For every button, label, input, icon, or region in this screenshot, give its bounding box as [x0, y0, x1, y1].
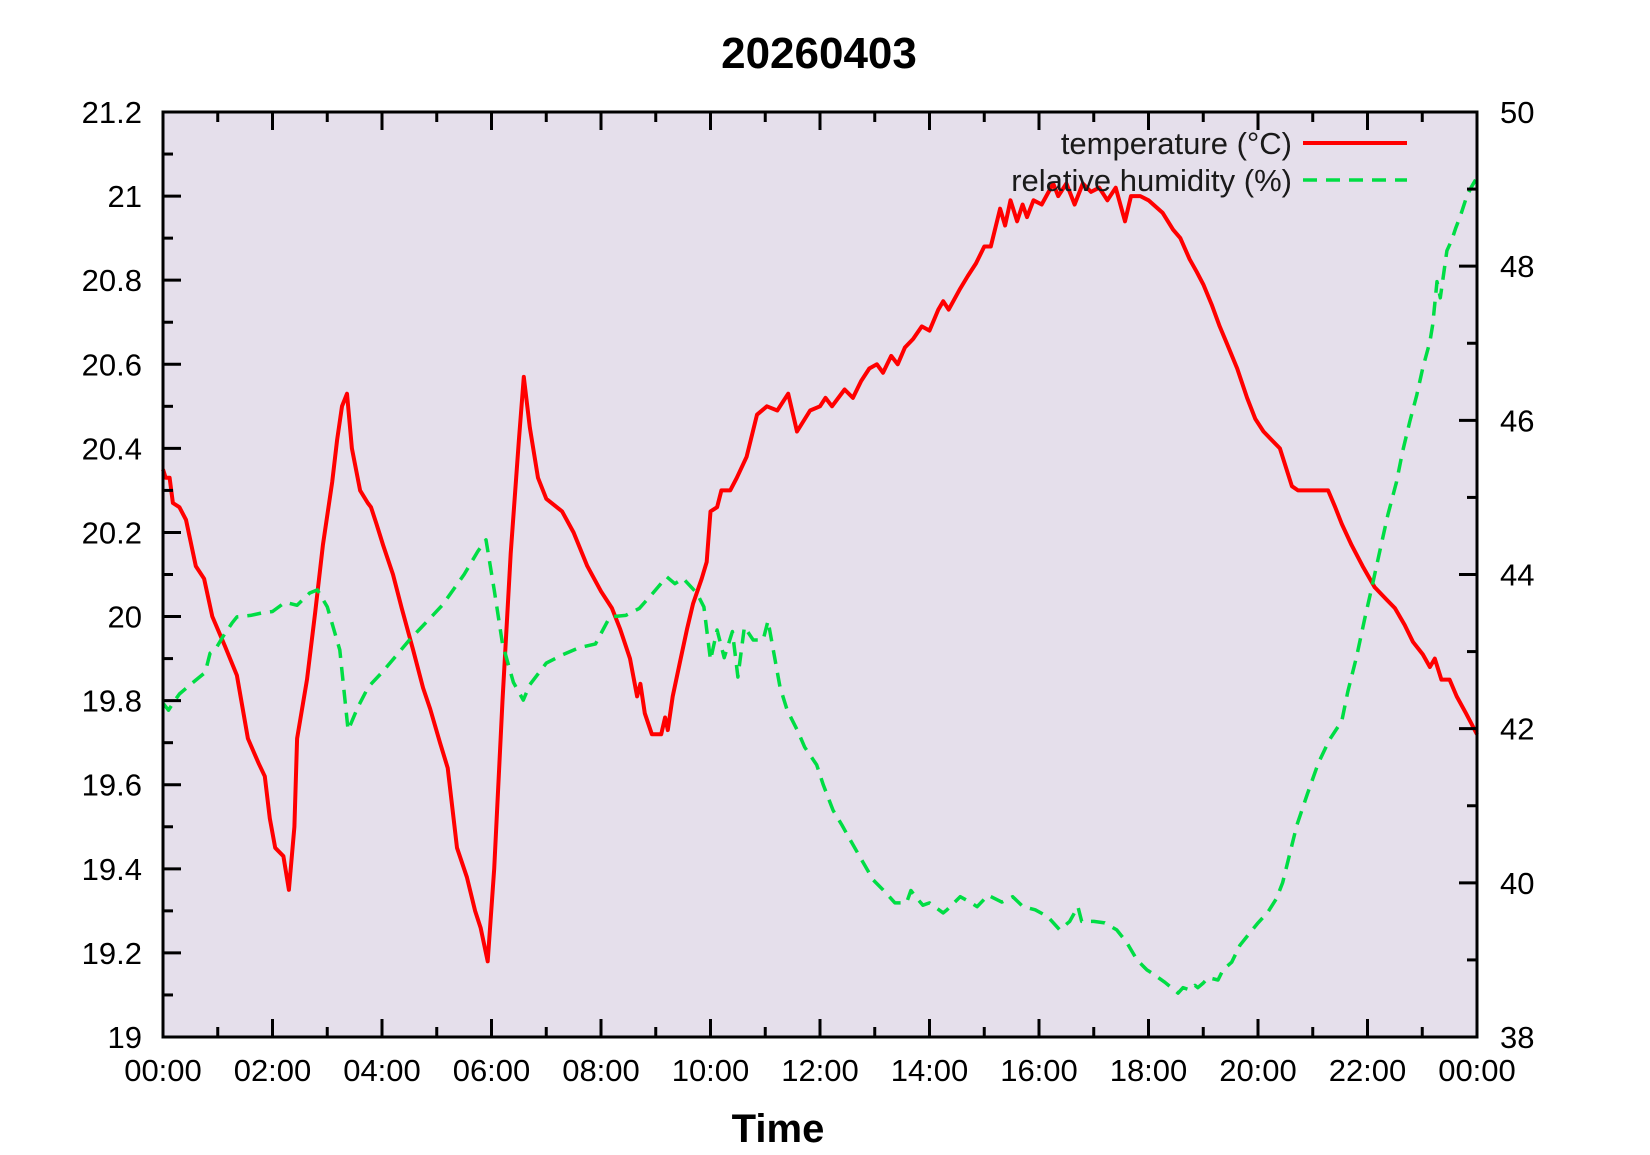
y-right-tick-label: 42 — [1500, 712, 1534, 747]
temperature-line — [161, 181, 1479, 964]
y-left-tick-label: 19.6 — [82, 768, 142, 803]
y-left-tick-label: 21 — [108, 179, 142, 214]
y-left-tick-label: 20.6 — [82, 347, 142, 382]
x-tick-label: 00:00 — [124, 1053, 202, 1088]
y-right-tick-label: 50 — [1500, 95, 1534, 130]
x-tick-label: 00:00 — [1438, 1053, 1516, 1088]
x-tick-label: 12:00 — [781, 1053, 859, 1088]
y-left-tick-label: 19 — [108, 1020, 142, 1055]
y-right-tick-label: 48 — [1500, 249, 1534, 284]
y-right-tick-label: 44 — [1500, 558, 1534, 593]
y-right-tick-label: 38 — [1500, 1020, 1534, 1055]
y-left-tick-label: 20.8 — [82, 263, 142, 298]
x-tick-label: 04:00 — [343, 1053, 421, 1088]
x-axis-title: Time — [732, 1107, 825, 1151]
legend-samples — [1303, 141, 1407, 182]
x-tick-label: 18:00 — [1110, 1053, 1188, 1088]
tick-labels-layer: 00:00 02:00 04:00 06:00 08:00 10:00 12:00 14:00… — [82, 95, 1535, 1088]
x-tick-label: 16:00 — [1000, 1053, 1078, 1088]
x-tick-label: 22:00 — [1329, 1053, 1407, 1088]
legend-label-temperature: temperature (°C) — [1061, 126, 1292, 161]
y-right-tick-label: 40 — [1500, 866, 1534, 901]
chart-title: 20260403 — [721, 29, 917, 78]
legend-label-humidity: relative humidity (%) — [1011, 163, 1292, 198]
y-left-tick-label: 20 — [108, 600, 142, 635]
x-tick-label: 06:00 — [453, 1053, 531, 1088]
plot-area — [163, 112, 1477, 1037]
y-left-tick-label: 21.2 — [82, 95, 142, 130]
y-left-tick-label: 19.8 — [82, 684, 142, 719]
x-tick-label: 08:00 — [562, 1053, 640, 1088]
curves-layer — [161, 176, 1479, 995]
x-tick-label: 10:00 — [672, 1053, 750, 1088]
plot-border — [161, 110, 1479, 1039]
y-left-tick-label: 19.4 — [82, 852, 142, 887]
y-left-tick-label: 20.2 — [82, 515, 142, 550]
x-tick-label: 20:00 — [1219, 1053, 1297, 1088]
y-left-tick-label: 19.2 — [82, 936, 142, 971]
x-tick-label: 02:00 — [234, 1053, 312, 1088]
y-left-tick-label: 20.4 — [82, 431, 142, 466]
x-tick-label: 14:00 — [891, 1053, 969, 1088]
y-right-tick-label: 46 — [1500, 403, 1534, 438]
